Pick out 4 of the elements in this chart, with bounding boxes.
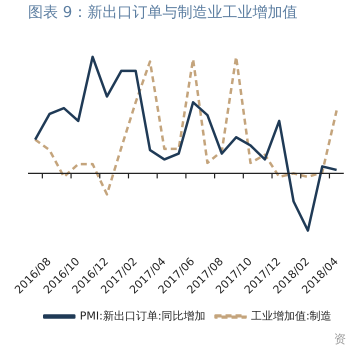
chart-title: 图表 9：新出口订单与制造业工业增加值: [28, 2, 298, 21]
legend-label: PMI:新出口订单:同比增加: [80, 309, 206, 322]
legend-label: 工业增加值:制造: [251, 309, 332, 322]
text: 资: [334, 332, 346, 346]
